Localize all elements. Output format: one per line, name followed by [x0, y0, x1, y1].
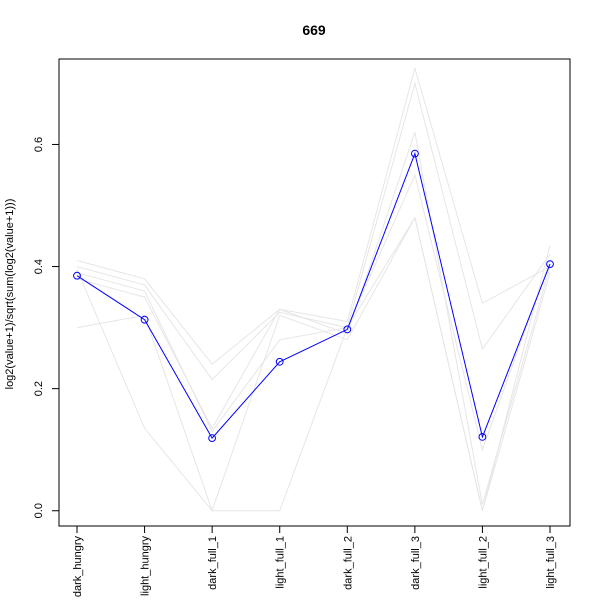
x-axis: dark_hungry light_hungry dark_full_1 light_…	[72, 525, 557, 598]
x-tick-label: dark_full_2	[342, 536, 354, 590]
y-axis-label: log2(value+1)/sqrt(sum(log2(value+1)))	[4, 199, 16, 390]
data-point-dark_full_3	[411, 149, 419, 158]
x-tick-label: light_full_2	[477, 536, 489, 589]
chart-title: 669	[302, 22, 326, 38]
data-point-light_full_1	[275, 357, 284, 366]
y-tick-label: 0.0	[33, 503, 45, 518]
background-series-line-6	[76, 132, 551, 505]
background-series-line-3	[76, 173, 551, 452]
background-series-line-5	[76, 216, 551, 512]
y-tick-label: 0.2	[33, 381, 45, 396]
plot-frame	[58, 58, 571, 527]
x-tick-label: light_hungry	[140, 536, 152, 596]
highlight-series-group	[73, 149, 554, 443]
background-series-line-1	[76, 66, 551, 365]
y-axis: 0.0 0.2 0.4 0.6	[33, 137, 60, 518]
data-point-light_full_2	[478, 433, 487, 441]
highlight-series-line	[76, 151, 551, 439]
x-tick-label: dark_full_1	[207, 536, 219, 590]
background-series-line-4	[76, 216, 551, 512]
data-point-dark_hungry	[73, 271, 81, 280]
background-series-line-2	[76, 81, 551, 381]
data-point-light_full_3	[546, 260, 554, 269]
x-tick-label: light_full_1	[275, 536, 287, 589]
data-point-dark_full_1	[208, 434, 217, 443]
data-point-dark_full_2	[343, 325, 352, 334]
y-tick-label: 0.6	[33, 137, 45, 152]
x-tick-label: dark_full_3	[410, 536, 422, 590]
background-series-group	[76, 66, 551, 512]
data-point-light_hungry	[140, 315, 149, 324]
x-tick-label: dark_hungry	[72, 536, 84, 598]
y-tick-label: 0.4	[33, 259, 45, 274]
x-tick-label: light_full_3	[545, 536, 557, 589]
